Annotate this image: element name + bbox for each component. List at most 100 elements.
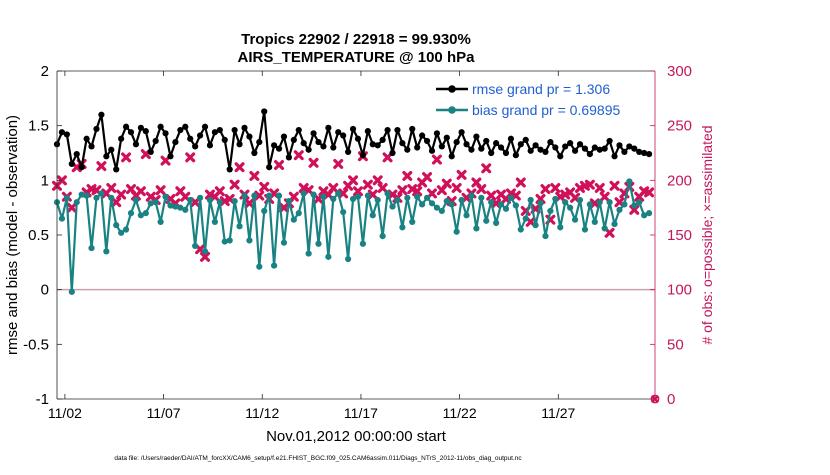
- rmse-point: [414, 144, 421, 151]
- x-axis-label: Nov.01,2012 00:00:00 start: [266, 428, 447, 445]
- obs-marker-stroke: [431, 154, 442, 165]
- obs-marker-stroke: [377, 182, 388, 193]
- rmse-point: [552, 144, 559, 151]
- legend-marker-rmse: [448, 85, 456, 93]
- obs-marker-stroke: [644, 187, 655, 198]
- rmse-point: [305, 146, 312, 153]
- bias-point: [547, 207, 554, 215]
- obs-marker: [644, 187, 655, 198]
- obs-marker: [348, 175, 359, 186]
- obs-marker: [338, 188, 349, 199]
- bias-point: [103, 248, 110, 255]
- bias-point: [586, 201, 593, 208]
- obs-marker: [604, 227, 615, 238]
- rmse-point: [108, 146, 115, 153]
- rmse-point: [517, 141, 524, 148]
- obs-marker-stroke: [584, 179, 595, 190]
- obs-marker: [116, 189, 127, 200]
- obs-marker-stroke: [599, 191, 610, 202]
- rmse-point: [596, 146, 603, 153]
- bias-point: [295, 210, 302, 217]
- bias-point: [478, 194, 485, 201]
- bias-point: [330, 195, 337, 203]
- rmse-point: [142, 128, 149, 135]
- bias-point: [419, 201, 426, 208]
- y-axis-label-right: # of obs: o=possible; ×=assimilated: [699, 125, 715, 344]
- bias-point: [567, 204, 574, 211]
- bias-point: [354, 193, 362, 200]
- obs-marker: [481, 163, 492, 174]
- rmse-point: [636, 148, 643, 156]
- obs-marker: [160, 155, 171, 166]
- obs-marker: [412, 186, 423, 197]
- rmse-point: [68, 160, 75, 168]
- legend-label-bias: bias grand pr = 0.69895: [472, 102, 620, 118]
- bias-point: [591, 218, 598, 225]
- bias-point: [241, 192, 248, 199]
- rmse-point: [502, 149, 510, 157]
- bias-point: [433, 204, 441, 211]
- bias-point: [152, 199, 159, 206]
- obs-marker: [456, 169, 467, 180]
- rmse-point: [463, 141, 470, 148]
- rmse-point: [216, 126, 223, 134]
- rmse-point: [177, 126, 184, 134]
- obs-marker: [451, 182, 462, 193]
- obs-marker-stroke: [412, 186, 423, 197]
- obs-marker-stroke: [180, 191, 191, 202]
- rmse-point: [645, 150, 653, 158]
- bias-point: [552, 195, 559, 203]
- obs-marker-stroke: [471, 177, 482, 188]
- bias-point: [542, 232, 549, 240]
- obs-marker-stroke: [481, 163, 492, 174]
- bias-point: [493, 219, 500, 227]
- rmse-point: [206, 142, 214, 149]
- x-tick-label: 11/22: [443, 405, 477, 421]
- obs-marker: [259, 181, 270, 192]
- bias-point: [581, 226, 589, 233]
- bias-point: [127, 210, 135, 217]
- bias-point: [414, 193, 421, 200]
- y-tick-label-left: -1: [36, 391, 49, 408]
- rmse-point: [73, 150, 80, 158]
- bias-point: [182, 206, 189, 213]
- y-tick-label-right: 150: [667, 227, 692, 244]
- bias-point: [364, 192, 371, 199]
- obs-marker-stroke: [200, 251, 211, 262]
- bias-point: [379, 232, 386, 240]
- rmse-point: [557, 153, 564, 160]
- obs-marker: [352, 186, 363, 197]
- rmse-point: [379, 136, 386, 143]
- rmse-point: [270, 142, 278, 149]
- obs-marker: [599, 191, 610, 202]
- obs-marker: [135, 186, 146, 197]
- obs-marker: [249, 170, 260, 181]
- rmse-point: [404, 146, 411, 153]
- rmse-point: [601, 145, 608, 152]
- rmse-point: [576, 141, 584, 148]
- legend-label-rmse: rmse grand pr = 1.306: [472, 81, 610, 97]
- bias-point: [463, 212, 470, 219]
- rmse-point: [241, 124, 248, 131]
- y-tick-label-right: 300: [667, 63, 692, 80]
- bias-point: [192, 242, 199, 250]
- rmse-point: [310, 130, 317, 137]
- rmse-point: [369, 141, 376, 148]
- rmse-point: [438, 143, 445, 150]
- y-tick-label-right: 200: [667, 172, 692, 189]
- obs-marker-stroke: [244, 198, 255, 209]
- x-tick-label: 11/17: [344, 405, 378, 421]
- bias-point: [636, 199, 643, 206]
- obs-marker: [594, 182, 605, 193]
- bias-point: [78, 191, 85, 198]
- bias-point: [374, 196, 381, 204]
- rmse-point: [359, 152, 367, 159]
- rmse-point: [512, 152, 519, 159]
- obs-marker-stroke: [456, 169, 467, 180]
- obs-marker-stroke: [382, 152, 393, 163]
- obs-marker-stroke: [426, 188, 437, 199]
- bias-point: [512, 202, 519, 209]
- obs-marker-stroke: [575, 182, 586, 193]
- obs-marker-stroke: [91, 185, 102, 196]
